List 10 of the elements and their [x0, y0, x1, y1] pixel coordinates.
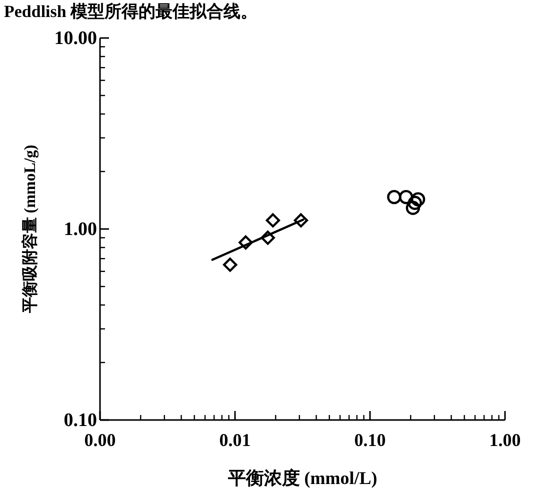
y-tick-label: 10.00 [54, 28, 97, 49]
x-tick-label: 0.01 [219, 430, 251, 450]
x-tick-label: 1.00 [489, 430, 521, 450]
y-tick-label: 0.10 [64, 410, 97, 431]
x-tick-label: 0.00 [84, 430, 116, 450]
x-axis-title: 平衡浓度 (mmol/L) [226, 468, 378, 488]
y-tick-label: 1.00 [64, 219, 97, 240]
text: Peddlish 模型所得的最佳拟合线。 [4, 2, 258, 21]
y-axis-title: 平衡吸附容量 (mmoL/g) [20, 144, 39, 314]
x-tick-label: 0.10 [354, 430, 386, 450]
